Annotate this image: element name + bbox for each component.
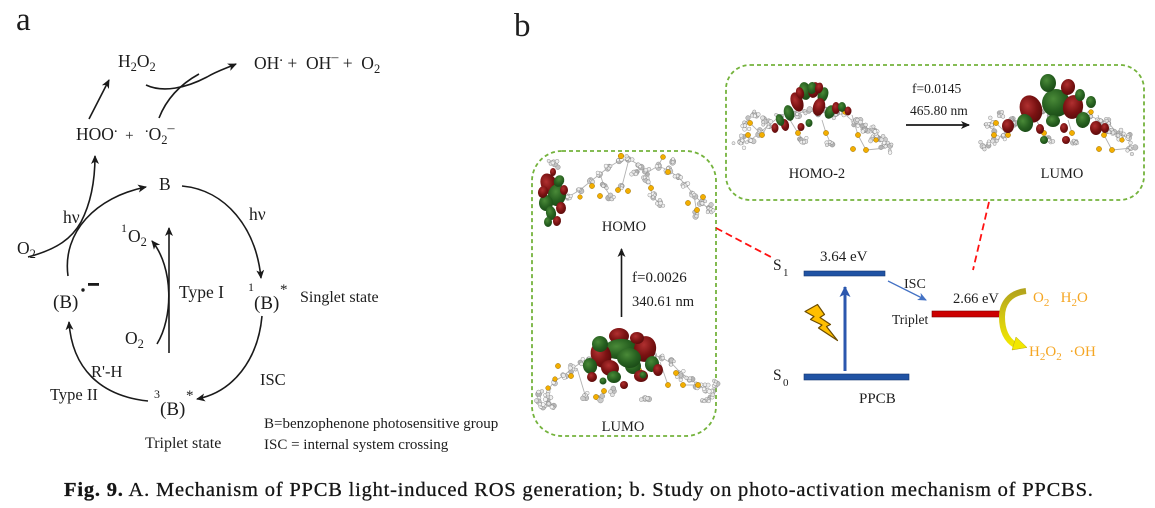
- svg-text:O2 H2O: O2 H2O: [1033, 290, 1088, 309]
- svg-text:O2: O2: [125, 328, 144, 351]
- svg-text:B: B: [159, 174, 171, 194]
- svg-text:LUMO: LUMO: [602, 419, 645, 435]
- svg-text:ISC: ISC: [260, 370, 286, 389]
- svg-text:HOO. + .O2–: HOO. + .O2–: [76, 120, 176, 147]
- svg-text:HOMO-2: HOMO-2: [789, 166, 845, 182]
- svg-text:S: S: [773, 257, 782, 274]
- svg-text:S: S: [773, 367, 782, 384]
- svg-text:PPCB: PPCB: [859, 391, 896, 407]
- svg-text:(B): (B): [160, 399, 185, 420]
- svg-text:0: 0: [783, 377, 789, 389]
- svg-text:R'-H: R'-H: [91, 362, 122, 381]
- svg-text:hν: hν: [249, 204, 266, 224]
- svg-text:(B): (B): [254, 293, 279, 314]
- svg-text:f=0.0145: f=0.0145: [912, 81, 961, 96]
- svg-text:1: 1: [121, 221, 127, 235]
- svg-text:Fig. 9. A. Mechanism of PPCB: Fig. 9. A. Mechanism of PPCB light-induc…: [64, 479, 1094, 501]
- svg-text:LUMO: LUMO: [1041, 166, 1084, 182]
- svg-text:340.61 nm: 340.61 nm: [632, 294, 695, 310]
- svg-text:O2: O2: [128, 226, 147, 249]
- svg-text:f=0.0026: f=0.0026: [632, 270, 687, 286]
- svg-text:b: b: [514, 8, 531, 44]
- svg-text:H2O2: H2O2: [118, 51, 156, 74]
- svg-text:ISC = internal system crossing: ISC = internal system crossing: [264, 437, 449, 453]
- svg-text:HOMO: HOMO: [602, 219, 646, 235]
- svg-text:a: a: [16, 2, 31, 38]
- svg-text:Triplet: Triplet: [892, 312, 929, 327]
- svg-text:hν: hν: [63, 207, 80, 227]
- svg-text:H2O2 ·OH: H2O2 ·OH: [1029, 344, 1096, 363]
- svg-text:ISC: ISC: [904, 277, 926, 292]
- svg-text:Singlet state: Singlet state: [300, 289, 379, 306]
- svg-text:Type I: Type I: [179, 282, 224, 302]
- svg-text:1: 1: [783, 267, 789, 279]
- svg-text:B=benzophenone photosensitive: B=benzophenone photosensitive group: [264, 416, 498, 432]
- svg-text:Type II: Type II: [50, 385, 98, 404]
- svg-text:(B): (B): [53, 292, 78, 313]
- svg-text:1: 1: [248, 280, 254, 294]
- svg-text:O2: O2: [17, 238, 36, 261]
- svg-text:Triplet state: Triplet state: [145, 435, 221, 452]
- svg-text:OH. + OH– + O2: OH. + OH– + O2: [254, 49, 380, 76]
- svg-text:465.80 nm: 465.80 nm: [910, 103, 968, 118]
- svg-text:3.64 eV: 3.64 eV: [820, 249, 868, 265]
- svg-text:*: *: [280, 282, 288, 298]
- svg-text:2.66 eV: 2.66 eV: [953, 291, 999, 307]
- svg-text:*: *: [186, 388, 194, 404]
- svg-text:3: 3: [154, 387, 160, 401]
